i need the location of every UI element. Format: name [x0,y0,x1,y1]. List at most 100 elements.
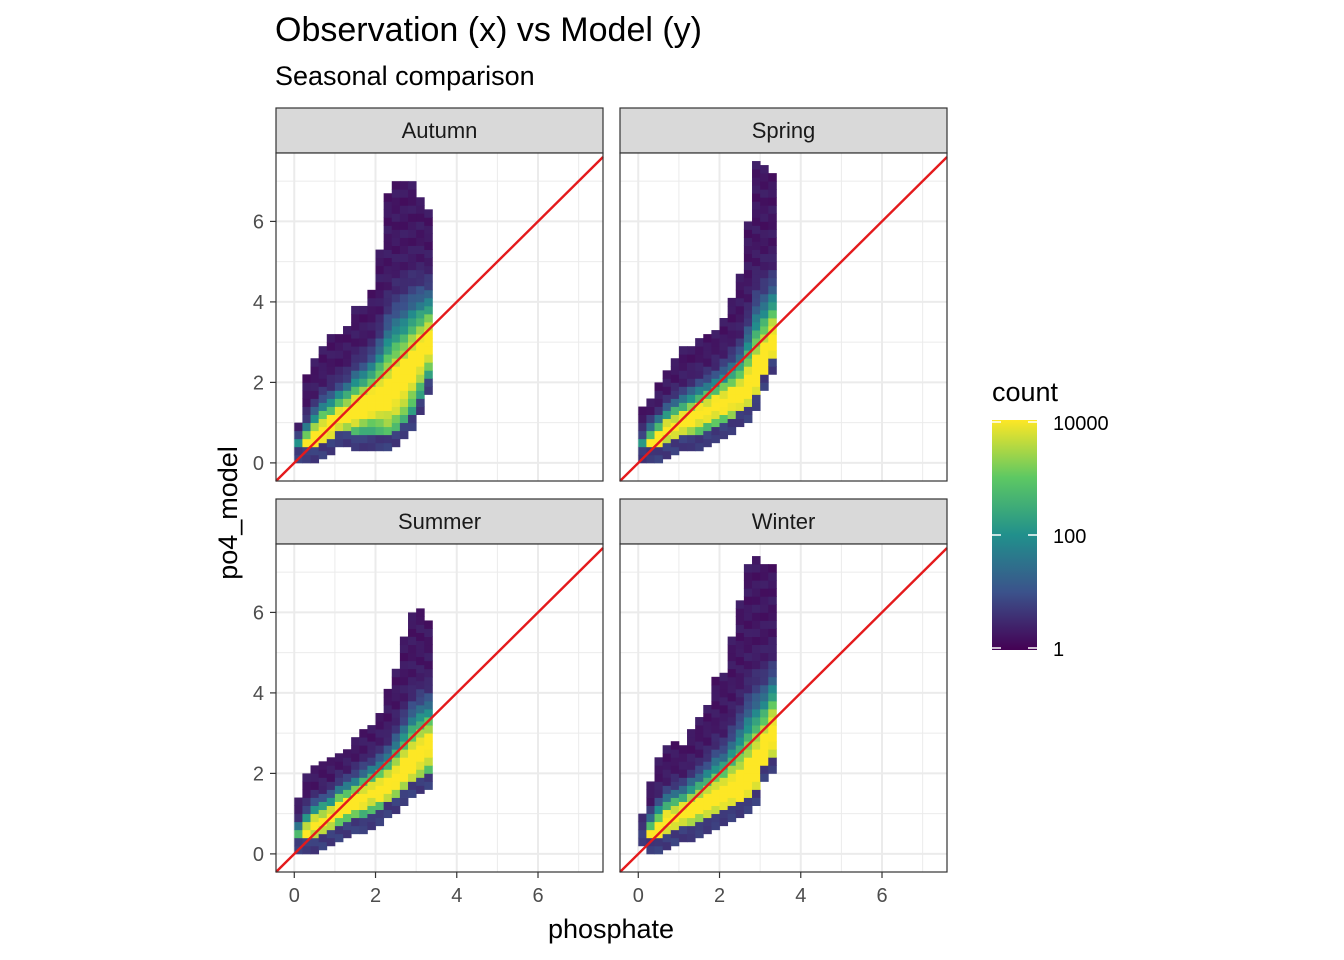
heatmap-tile [735,696,745,706]
heatmap-tile [367,781,376,790]
heatmap-tile [752,241,761,250]
heatmap-tile [359,769,368,778]
heatmap-tile [727,676,737,686]
heatmap-tile [294,430,303,440]
heatmap-tile [375,402,385,411]
heatmap-tile [343,757,352,766]
heatmap-tile [638,821,647,831]
heatmap-tile [752,700,761,710]
heatmap-tile [399,181,409,190]
heatmap-tile [662,434,672,444]
x-tick-label: 4 [451,885,462,907]
heatmap-tile [367,289,376,299]
heatmap-tile [687,370,696,379]
heatmap-tile [719,761,729,770]
heatmap-tile [752,362,761,371]
heatmap-tile [703,704,712,714]
heatmap-tile [343,358,352,367]
heatmap-tile [424,765,433,774]
heatmap-tile [383,289,393,299]
heatmap-tile [768,733,777,742]
heatmap-tile [343,789,352,798]
heatmap-tile [662,370,672,379]
heatmap-tile [735,354,745,363]
heatmap-tile [752,789,761,798]
heatmap-tile [743,628,753,637]
heatmap-tile [687,434,696,444]
heatmap-tile [752,676,761,686]
heatmap-tile [302,789,311,798]
axes: 0 2 4 6 0 2 4 6 0 2 4 6 0 2 4 6 [253,211,888,907]
heatmap-tile [711,434,720,444]
heatmap-tile [424,273,433,283]
heatmap-tile [383,737,393,746]
heatmap-tile [383,785,393,794]
heatmap-tile [375,793,385,802]
heatmap-tile [310,382,320,391]
heatmap-tile [670,446,680,456]
heatmap-tile [768,213,777,222]
heatmap-tile [752,660,761,670]
heatmap-tile [375,281,385,291]
heatmap-tile [359,354,368,363]
heatmap-tile [768,181,777,190]
heatmap-tile [670,358,680,367]
heatmap-tile [735,297,745,307]
heatmap-tile [760,350,769,359]
heatmap-tile [727,305,737,315]
heatmap-tile [695,757,704,766]
heatmap-tile [359,793,368,802]
heatmap-tile [654,422,664,432]
heatmap-tile [367,789,376,798]
heatmap-tile [383,801,393,811]
heatmap-tile [703,350,712,359]
heatmap-tile [670,430,680,440]
heatmap-tile [768,318,777,327]
heatmap-tile [383,273,393,283]
heatmap-tile [359,753,368,762]
heatmap-tile [760,612,769,621]
heatmap-tile [399,684,409,694]
heatmap-tile [711,676,720,686]
heatmap-tile [711,362,720,371]
heatmap-tile [711,378,720,387]
heatmap-tile [399,709,409,718]
heatmap-tile [719,326,729,335]
heatmap-tile [638,829,647,839]
heatmap-tile [334,334,344,343]
heatmap-tile [670,741,680,750]
heatmap-tile [359,378,368,387]
heatmap-tile [424,217,433,226]
heatmap-tile [359,729,368,738]
heatmap-tile [383,249,393,259]
heatmap-tile [343,430,352,440]
heatmap-tile [367,805,376,815]
heatmap-tile [399,676,409,686]
heatmap-tile [424,749,433,758]
heatmap-tile [743,318,753,327]
heatmap-tile [351,394,360,403]
heatmap-tile [424,733,433,742]
heatmap-tile [654,765,664,774]
heatmap-tile [695,741,704,750]
heatmap-tile [367,297,376,307]
heatmap-tile [743,253,753,263]
heatmap-tile [719,737,729,746]
heatmap-tile [375,442,385,452]
heatmap-tile [391,269,401,279]
heatmap-tile [383,745,393,754]
heatmap-tile [318,426,328,436]
heatmap-tile [416,269,425,279]
heatmap-tile [760,636,769,646]
heatmap-tile [743,749,753,758]
heatmap-tile [735,410,745,420]
heatmap-tile [416,205,425,214]
heatmap-tile [383,688,393,698]
heatmap-tile [768,749,777,758]
heatmap-tile [383,721,393,730]
heatmap-tile [768,700,777,710]
heatmap-tile [391,382,401,391]
heatmap-tile [735,745,745,754]
heatmap-tile [408,628,417,637]
heatmap-tile [743,221,753,230]
